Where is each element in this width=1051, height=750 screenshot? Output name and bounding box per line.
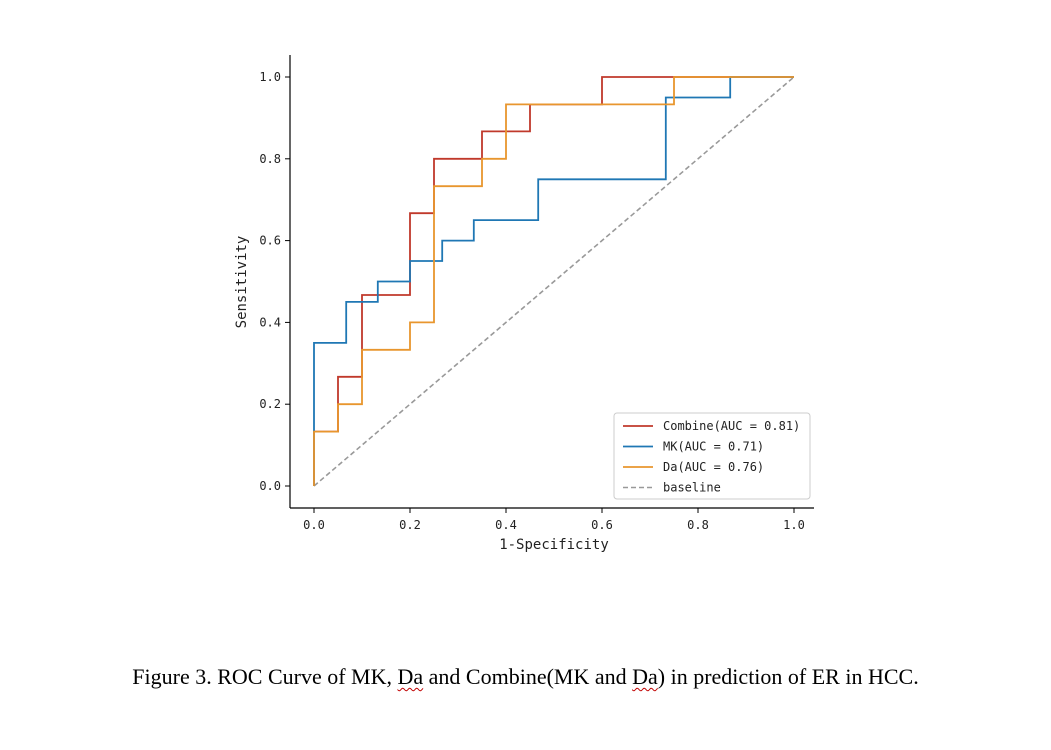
y-tick-label: 0.0	[259, 479, 281, 493]
y-tick-label: 0.4	[259, 315, 281, 329]
series-layer	[313, 76, 795, 487]
y-tick-label: 0.6	[259, 234, 281, 248]
x-tick-label: 0.8	[687, 518, 709, 532]
x-tick-label: 0.6	[591, 518, 613, 532]
legend-label-mk: MK(AUC = 0.71)	[663, 440, 764, 454]
roc-chart: 0.0 0.2 0.4 0.6 0.8 1.0 0.0 0.2 0.4 0.6 0.8 1.0 Com…	[234, 55, 814, 553]
legend-label-da: Da(AUC = 0.76)	[663, 460, 764, 474]
legend-label-combine: Combine(AUC = 0.81)	[663, 419, 800, 433]
y-tick-label: 1.0	[259, 70, 281, 84]
legend: Combine(AUC = 0.81) MK(AUC = 0.71) Da(AUC …	[613, 412, 811, 500]
y-tick-label: 0.8	[259, 152, 281, 166]
axes: 0.0 0.2 0.4 0.6 0.8 1.0 0.0 0.2 0.4 0.6 0.8 1.0	[259, 55, 814, 532]
legend-label-baseline: baseline	[663, 481, 721, 495]
x-tick-label: 1.0	[783, 518, 805, 532]
series-line-baseline	[313, 76, 795, 487]
caption-middle: and Combine(MK and	[423, 664, 633, 689]
figure-caption: Figure 3. ROC Curve of MK, Da and Combin…	[0, 664, 1051, 690]
y-axis-label: Sensitivity	[234, 236, 250, 329]
x-tick-label: 0.0	[303, 518, 325, 532]
legend-box	[613, 412, 811, 500]
caption-suffix: ) in prediction of ER in HCC.	[657, 664, 919, 689]
caption-da-2: Da	[632, 664, 658, 689]
series-line-mk	[313, 76, 794, 486]
x-tick-label: 0.2	[399, 518, 421, 532]
series-line-da	[313, 76, 794, 486]
y-tick-label: 0.2	[259, 397, 281, 411]
caption-da-1: Da	[397, 664, 424, 689]
x-axis-label: 1-Specificity	[499, 537, 609, 553]
x-tick-label: 0.4	[495, 518, 517, 532]
caption-prefix: Figure 3. ROC Curve of MK,	[132, 664, 398, 689]
